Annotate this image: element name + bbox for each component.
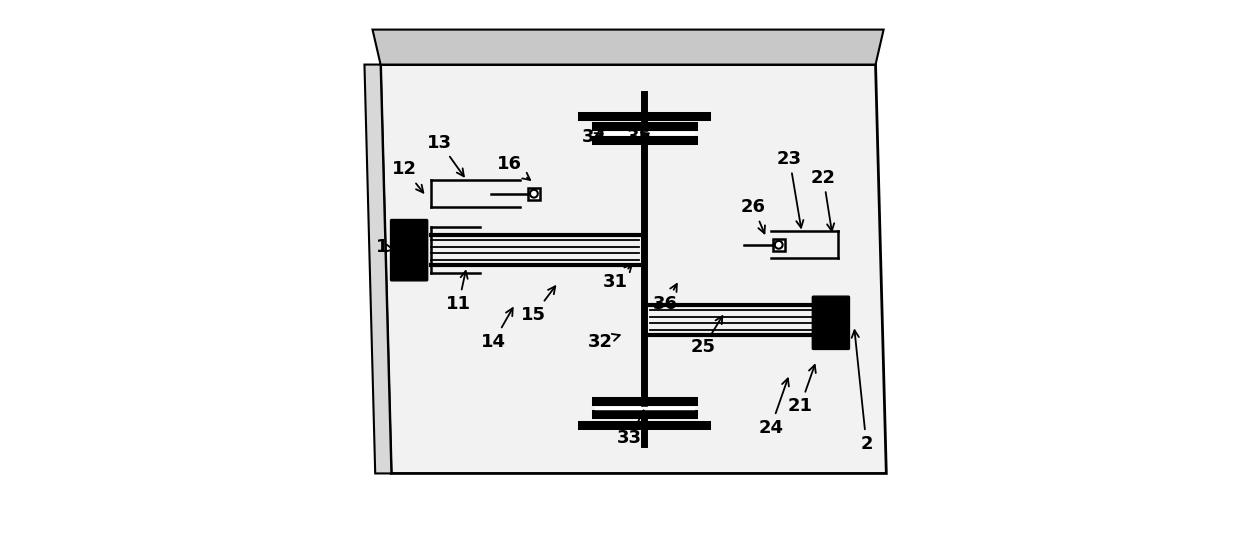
Circle shape <box>775 241 782 249</box>
Polygon shape <box>813 297 827 349</box>
Text: 23: 23 <box>777 150 804 228</box>
Text: 26: 26 <box>742 198 766 233</box>
Text: 11: 11 <box>446 271 471 313</box>
Text: 13: 13 <box>428 133 464 176</box>
Text: 25: 25 <box>691 316 723 356</box>
Text: 35: 35 <box>626 128 651 146</box>
Text: 36: 36 <box>653 284 678 313</box>
Text: 33: 33 <box>618 410 644 448</box>
FancyBboxPatch shape <box>528 188 539 200</box>
Circle shape <box>529 190 538 197</box>
Text: 22: 22 <box>811 168 836 231</box>
Text: 16: 16 <box>497 155 531 180</box>
Text: 21: 21 <box>787 365 816 415</box>
Polygon shape <box>381 65 887 473</box>
FancyBboxPatch shape <box>773 239 785 251</box>
FancyBboxPatch shape <box>391 220 428 281</box>
Text: 1: 1 <box>376 238 394 257</box>
Text: 32: 32 <box>588 332 620 351</box>
Polygon shape <box>372 30 884 65</box>
Text: 15: 15 <box>522 286 556 324</box>
Polygon shape <box>365 65 392 473</box>
Polygon shape <box>413 221 427 280</box>
Text: 14: 14 <box>481 308 512 351</box>
Text: 24: 24 <box>758 378 789 437</box>
Text: 12: 12 <box>392 160 423 193</box>
Text: 31: 31 <box>603 265 632 292</box>
Text: 34: 34 <box>582 128 606 146</box>
FancyBboxPatch shape <box>812 296 849 350</box>
Text: 2: 2 <box>852 330 873 453</box>
